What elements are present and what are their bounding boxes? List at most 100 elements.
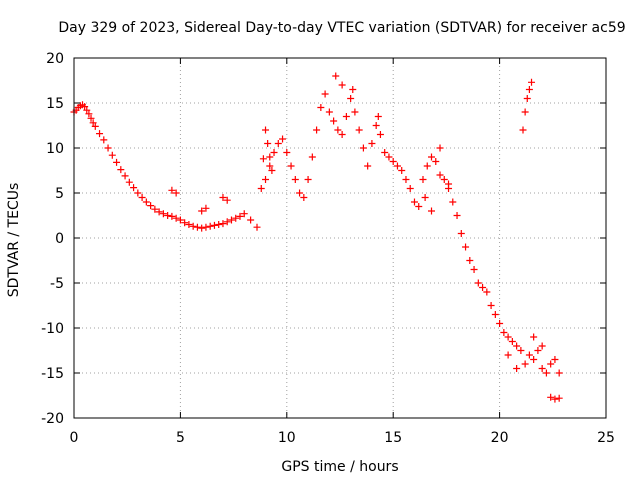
- data-point: [164, 212, 172, 219]
- data-point: [381, 149, 389, 156]
- data-point: [547, 393, 555, 401]
- y-tick-label: -15: [41, 366, 64, 382]
- data-point: [219, 220, 227, 228]
- y-tick-label: 20: [46, 51, 64, 67]
- data-point: [138, 194, 146, 201]
- data-point: [410, 198, 418, 206]
- data-point: [449, 198, 457, 206]
- data-point: [117, 166, 125, 174]
- data-point: [304, 176, 312, 183]
- data-point: [508, 338, 516, 345]
- data-point: [349, 86, 357, 93]
- x-tick-label: 15: [384, 430, 402, 446]
- data-point: [91, 122, 99, 130]
- x-tick-label: 20: [491, 430, 509, 446]
- data-point: [500, 329, 508, 336]
- data-point: [247, 216, 255, 224]
- x-tick-label: 5: [176, 430, 185, 446]
- data-point: [479, 284, 487, 291]
- data-point: [198, 224, 206, 232]
- grid-layer: [74, 58, 606, 418]
- data-point: [259, 155, 267, 163]
- data-point: [393, 162, 401, 170]
- data-point: [376, 131, 384, 138]
- data-point: [385, 153, 393, 161]
- data-point: [262, 126, 270, 134]
- data-point: [342, 113, 350, 120]
- data-point: [108, 151, 116, 159]
- data-point: [521, 108, 529, 116]
- data-point: [210, 221, 218, 229]
- data-point: [308, 153, 316, 161]
- data-point: [168, 186, 176, 194]
- data-point: [296, 189, 304, 197]
- data-point: [483, 288, 491, 296]
- data-point: [428, 207, 436, 215]
- data-point: [130, 184, 138, 192]
- data-point: [96, 130, 104, 138]
- data-point: [83, 106, 91, 114]
- y-tick-label: -20: [41, 411, 64, 427]
- data-point: [466, 257, 474, 264]
- chart-title: Day 329 of 2023, Sidereal Day-to-day VTE…: [58, 20, 625, 36]
- data-point: [266, 162, 274, 170]
- data-point: [202, 204, 210, 212]
- ticks-layer: 0 5 10 15 20 25 -20 -15 -10 -5 0 5 10 15 20: [41, 51, 615, 446]
- data-point: [368, 140, 376, 147]
- data-point: [330, 117, 338, 125]
- data-point: [487, 302, 495, 309]
- data-point: [176, 216, 184, 224]
- data-point: [555, 394, 563, 402]
- data-point: [81, 103, 89, 111]
- data-point: [142, 198, 150, 206]
- data-point: [462, 243, 470, 251]
- data-point: [257, 185, 265, 192]
- data-point: [504, 333, 512, 341]
- data-point: [85, 110, 93, 118]
- data-point: [491, 311, 499, 318]
- data-point: [440, 176, 448, 183]
- data-point: [453, 212, 461, 219]
- data-point: [423, 162, 431, 170]
- data-point: [351, 108, 359, 116]
- data-point: [402, 176, 410, 183]
- data-point: [291, 176, 299, 183]
- data-point: [525, 86, 533, 93]
- data-point: [321, 90, 329, 98]
- data-point: [159, 210, 167, 218]
- data-point: [268, 167, 276, 174]
- data-point: [283, 149, 291, 156]
- data-point: [445, 180, 453, 188]
- data-point: [338, 131, 346, 138]
- data-point: [274, 140, 282, 147]
- data-point: [457, 230, 465, 237]
- y-tick-label: 10: [46, 141, 64, 157]
- data-point: [355, 126, 363, 134]
- y-tick-label: -5: [50, 276, 64, 292]
- data-point: [521, 360, 529, 368]
- data-point: [547, 360, 555, 368]
- data-point: [528, 78, 536, 86]
- data-point: [332, 72, 340, 80]
- data-point: [185, 221, 193, 228]
- data-point: [334, 126, 342, 134]
- data-point: [534, 347, 542, 354]
- data-point: [219, 194, 227, 201]
- data-point: [432, 158, 440, 165]
- y-tick-label: 0: [55, 231, 64, 247]
- data-point: [215, 221, 223, 228]
- data-point: [147, 202, 155, 210]
- data-point: [372, 122, 380, 129]
- data-point: [189, 222, 197, 230]
- y-axis-label: SDTVAR / TECUs: [6, 183, 22, 298]
- data-point: [223, 218, 231, 226]
- data-point: [172, 214, 180, 222]
- data-point: [279, 135, 287, 143]
- data-point: [236, 212, 244, 220]
- data-point: [338, 81, 346, 89]
- data-point: [172, 189, 180, 197]
- data-point: [551, 395, 559, 403]
- x-tick-label: 10: [278, 430, 296, 446]
- data-point: [504, 351, 512, 359]
- data-point: [317, 104, 325, 111]
